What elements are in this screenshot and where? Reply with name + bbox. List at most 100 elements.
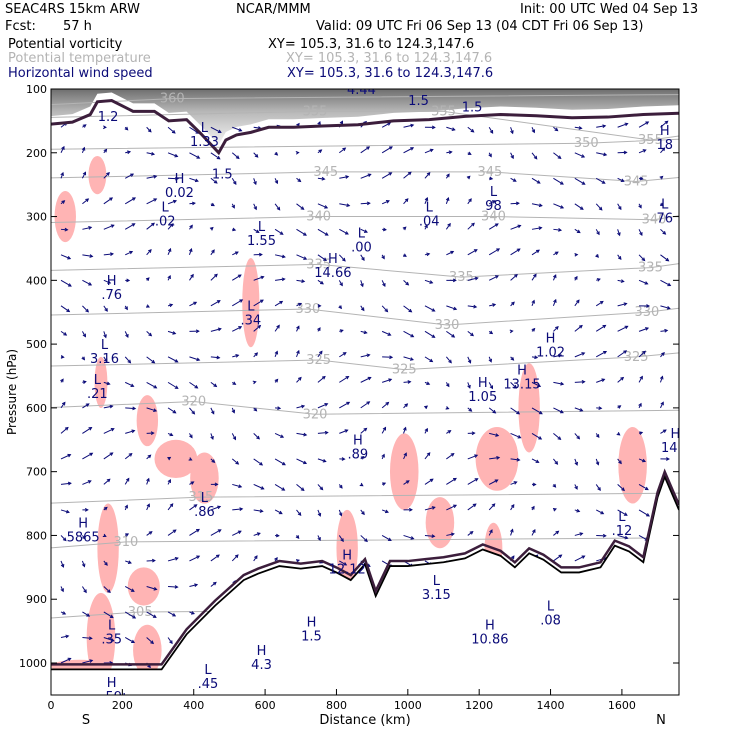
wind-vector <box>660 279 671 286</box>
wind-vector-head <box>448 359 452 364</box>
wind-vector <box>232 483 242 488</box>
wind-vector-head <box>217 327 222 332</box>
wind-vector-head <box>169 303 174 308</box>
pv-region <box>133 624 162 676</box>
wind-vector-head <box>323 257 327 262</box>
wind-vector <box>360 427 367 434</box>
wind-vector <box>253 458 263 466</box>
wind-vector-head <box>405 480 410 484</box>
wind-vector-head <box>319 486 324 491</box>
wind-vector-head <box>124 126 129 131</box>
wind-vector-head <box>103 148 108 153</box>
wind-vector <box>296 254 307 260</box>
wind-vector-head <box>534 355 539 360</box>
wind-vector-head <box>234 554 239 559</box>
extremum-type: H <box>671 427 681 442</box>
wind-vector-head <box>88 226 93 230</box>
wind-vector <box>210 407 215 414</box>
wind-vector <box>360 254 365 261</box>
wind-vector <box>595 301 604 307</box>
wind-vector-head <box>426 252 431 257</box>
wind-vector <box>317 431 328 434</box>
wind-vector-head <box>687 428 690 431</box>
wind-vector-head <box>216 300 221 304</box>
wind-vector <box>424 330 435 338</box>
wind-vector <box>682 355 684 357</box>
wind-vector-head <box>217 129 222 133</box>
wind-vector-head <box>254 555 258 560</box>
wind-vector <box>339 176 349 179</box>
wind-vector <box>467 478 478 485</box>
wind-vector <box>146 249 152 256</box>
wind-vector-head <box>153 174 158 179</box>
extremum-low: L.00 <box>351 226 372 255</box>
wind-vector-head <box>189 224 193 229</box>
wind-vector <box>424 452 431 460</box>
wind-vector <box>189 584 198 587</box>
wind-vector-head <box>578 324 583 329</box>
wind-vector-head <box>281 487 286 491</box>
extremum-low: L.34 <box>240 300 261 329</box>
wind-vector-head <box>496 456 501 460</box>
wind-vector <box>296 484 305 491</box>
wind-vector-head <box>513 384 518 389</box>
wind-vector-head <box>555 530 560 535</box>
wind-vector <box>189 126 199 134</box>
wind-vector-head <box>172 331 177 335</box>
wind-vector-head <box>232 227 237 232</box>
wind-vector-head <box>662 429 667 433</box>
wind-vector <box>103 586 111 593</box>
wind-vector-head <box>279 231 284 235</box>
wind-vector-head <box>624 122 629 127</box>
wind-vector-head <box>125 333 129 338</box>
wind-vector <box>467 454 478 460</box>
wind-vector <box>167 503 174 511</box>
wind-vector-head <box>620 279 625 283</box>
wind-vector-head <box>215 554 220 559</box>
wind-vector <box>231 554 239 562</box>
wind-vector <box>682 484 691 485</box>
wind-vector <box>574 177 585 185</box>
wind-vector-head <box>687 634 690 637</box>
wind-vector <box>403 453 407 460</box>
wind-vector <box>403 147 414 154</box>
wind-vector <box>467 277 478 281</box>
wind-vector <box>424 356 433 363</box>
wind-vector <box>595 484 601 491</box>
wind-vector-head <box>132 197 136 201</box>
wind-vector <box>360 146 370 154</box>
wind-vector-head <box>574 461 579 466</box>
wind-vector <box>232 354 239 358</box>
wind-vector-head <box>361 257 365 262</box>
x-tick-label: 200 <box>112 699 133 712</box>
wind-vector <box>682 634 690 638</box>
wind-vector <box>60 330 67 336</box>
wind-vector-head <box>510 555 515 560</box>
extremum-low: L98 <box>485 185 502 214</box>
extremum-type: L <box>547 599 555 614</box>
theta-label: 325 <box>306 353 331 368</box>
x-tick-label: 600 <box>255 699 276 712</box>
theta-label: 330 <box>295 302 320 317</box>
wind-vector-head <box>576 229 581 234</box>
wind-vector-head <box>367 173 372 178</box>
wind-vector-head <box>189 434 193 439</box>
wind-vector-head <box>513 481 518 485</box>
wind-vector <box>510 529 514 536</box>
wind-vector-head <box>317 327 321 332</box>
wind-vector-head <box>579 206 584 210</box>
wind-vector <box>232 274 242 281</box>
extremum-high: H14.2 <box>661 427 681 456</box>
extremum-value: 1.55 <box>247 234 276 249</box>
wind-vector-head <box>274 378 279 383</box>
wind-vector <box>682 378 684 383</box>
wind-vector <box>60 482 71 485</box>
wind-vector-head <box>661 147 666 152</box>
wind-vector <box>617 325 628 332</box>
theta-label: 335 <box>449 270 474 285</box>
wind-vector <box>381 172 392 179</box>
wind-vector-head <box>536 249 540 254</box>
wind-vector-head <box>596 231 600 236</box>
wind-vector-head <box>511 301 515 306</box>
extremum-type: H <box>107 274 117 289</box>
